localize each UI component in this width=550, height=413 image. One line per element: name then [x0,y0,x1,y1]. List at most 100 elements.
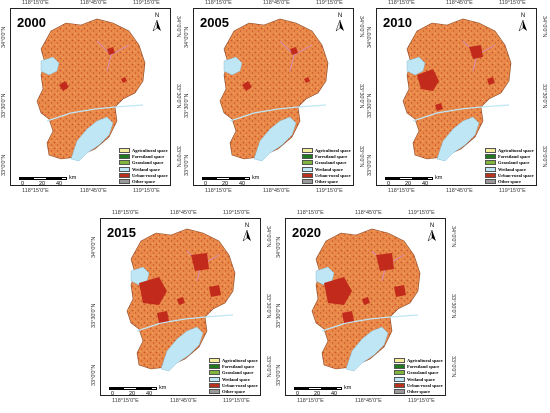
scale-bar: km 0 20 40 [109,385,169,396]
lat-label-left-mid: 33°30'0"N [1,93,7,118]
legend-item: Other space [302,178,353,184]
lon-label-top-left: 118°15'0"E [297,210,324,216]
legend-swatch [119,178,130,184]
lake-west [223,56,243,76]
urban-patch [376,253,394,271]
urban-patches [139,253,221,323]
lat-label-right-top: 34°0'0"N [358,16,364,38]
scale-tick-20: 20 [222,180,229,186]
legend-item: Forestland space [209,364,260,370]
legend-label: Wetland space [132,166,160,172]
lat-label-right-bottom: 33°0'0"N [175,146,181,168]
legend-label: Forestland space [315,154,348,160]
lake-west [406,56,426,76]
scale-tick-0: 0 [296,390,300,396]
legend-swatch [209,370,220,376]
lon-label-top-right: 119°15'0"E [408,210,435,216]
lon-label-top-right: 119°15'0"E [499,0,526,6]
legend-swatch [119,154,130,160]
lat-label-right-top: 34°0'0"N [265,226,271,248]
legend-swatch [485,166,496,172]
legend-item: Grassland space [209,370,260,376]
scale-bar: km 0 20 40 [385,175,445,186]
legend-swatch [394,382,405,388]
region-area [402,18,512,160]
river [412,104,510,122]
scale-tick-0: 0 [387,180,391,186]
legend-swatch [302,160,313,166]
scale-tick-40: 40 [422,180,429,186]
legend-swatch [394,358,405,364]
lat-label-left-top: 34°0'0"N [276,236,282,258]
scale-unit: km [435,175,443,181]
legend-item: Agricultural space [302,148,353,154]
urban-patches [324,253,406,323]
lon-label-top-mid: 118°45'0"E [263,0,290,6]
legend: Agricultural space Forestland space Grassl… [209,358,260,395]
north-arrow-icon: N [334,13,346,32]
lon-label-top-mid: 118°45'0"E [80,0,107,6]
legend-item: Urban-rural space [209,382,260,388]
lon-label-top-left: 118°15'0"E [22,0,49,6]
scale-tick-0: 0 [21,180,25,186]
lat-label-right-bottom: 33°0'0"N [541,146,547,168]
urban-patch [177,297,185,305]
lake-south [345,326,389,372]
map-frame: 2000 N Agricultural space Forestland spac… [10,8,171,186]
legend-label: Other space [407,388,431,394]
legend-item: Forestland space [302,154,353,160]
legend-item: Agricultural space [394,358,445,364]
legend-label: Wetland space [315,166,343,172]
legend-swatch [394,370,405,376]
lat-label-left-bottom: 33°0'0"N [91,364,97,386]
river [136,314,234,332]
map-panel-2010: 118°15'0"E 118°45'0"E 119°15'0"E 34°0'0"… [366,0,549,197]
map-panel-2020: 118°15'0"E 118°45'0"E 119°15'0"E 34°0'0"… [275,210,458,407]
lon-label-bottom-mid: 118°45'0"E [263,188,290,194]
scale-unit: km [252,175,260,181]
north-label: N [429,223,435,229]
legend-item: Grassland space [394,370,445,376]
lake-south [253,116,297,162]
lon-label-bottom-mid: 118°45'0"E [446,188,473,194]
year-label: 2010 [383,15,412,30]
legend-swatch [394,376,405,382]
legend-swatch [485,148,496,154]
lon-label-top-right: 119°15'0"E [316,0,343,6]
year-label: 2005 [200,15,229,30]
north-label: N [154,13,160,19]
legend-item: Grassland space [119,160,170,166]
legend-item: Grassland space [302,160,353,166]
legend-swatch [302,172,313,178]
north-label: N [337,13,343,19]
lat-label-right-bottom: 33°0'0"N [265,356,271,378]
legend-item: Urban-rural space [119,172,170,178]
scale-bar: km 0 20 40 [202,175,262,186]
legend-swatch [119,148,130,154]
map-frame: 2005 N Agricultural space Forestland spac… [193,8,354,186]
urban-patches [417,45,495,111]
legend-swatch [119,172,130,178]
river [321,314,419,332]
legend-label: Urban-rural space [407,382,443,388]
urban-patch [417,69,439,91]
scale-tick-40: 40 [146,390,153,396]
urban-patch [209,285,221,297]
lat-label-right-mid: 33°30'0"N [450,294,456,319]
lon-label-top-left: 118°15'0"E [388,0,415,6]
north-arrow-icon: N [151,13,163,32]
lake-south [160,326,204,372]
land-use-map [402,18,512,162]
legend-label: Urban-rural space [132,172,168,178]
scale-tick-40: 40 [239,180,246,186]
legend-label: Grassland space [498,160,530,166]
legend-label: Wetland space [498,166,526,172]
lon-label-bottom-left: 118°15'0"E [22,188,49,194]
legend-label: Forestland space [498,154,531,160]
scale-tick-0: 0 [111,390,115,396]
lon-label-bottom-mid: 118°45'0"E [355,398,382,404]
lat-label-right-top: 34°0'0"N [175,16,181,38]
lon-label-bottom-mid: 118°45'0"E [170,398,197,404]
legend: Agricultural space Forestland space Grassl… [485,148,536,185]
lake-south [70,116,114,162]
